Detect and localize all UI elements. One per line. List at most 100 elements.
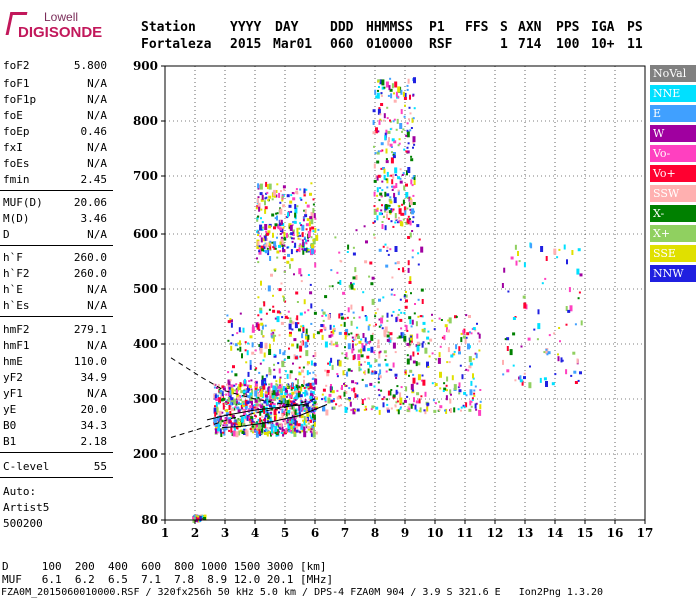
- echo-point: [416, 382, 419, 385]
- echo-point: [223, 429, 226, 432]
- echo-point: [259, 426, 262, 429]
- echo-point: [276, 310, 280, 314]
- echo-point: [307, 421, 310, 424]
- echo-point: [472, 327, 476, 331]
- echo-point: [284, 215, 287, 218]
- echo-point: [255, 367, 258, 370]
- echo-point: [257, 261, 260, 264]
- echo-point: [395, 128, 398, 131]
- echo-point: [225, 412, 229, 416]
- echo-point: [509, 349, 513, 356]
- param-h-F: h`F 260.0: [3, 251, 109, 264]
- echo-point: [273, 354, 277, 358]
- echo-point: [305, 223, 309, 227]
- echo-point: [263, 408, 266, 414]
- echo-point: [399, 406, 402, 409]
- echo-point: [280, 432, 283, 434]
- echo-point: [468, 408, 472, 412]
- echo-point: [303, 188, 306, 194]
- echo-point: [468, 331, 471, 334]
- echo-point: [385, 363, 388, 366]
- echo-point: [263, 352, 266, 358]
- echo-point: [239, 429, 242, 432]
- echo-point: [392, 310, 395, 313]
- header-value-iga: 10+: [591, 37, 615, 52]
- echo-point: [338, 313, 341, 319]
- echo-point: [301, 340, 304, 346]
- echo-point: [401, 203, 404, 206]
- echo-point: [298, 386, 301, 389]
- echo-point: [260, 419, 263, 422]
- echo-point: [264, 342, 268, 349]
- echo-point: [398, 142, 401, 145]
- echo-point: [381, 327, 384, 330]
- echo-point: [230, 422, 233, 428]
- echo-point: [335, 403, 338, 406]
- echo-point: [356, 382, 359, 385]
- echo-point: [272, 336, 275, 342]
- echo-point: [400, 386, 403, 389]
- echo-point: [294, 378, 297, 381]
- echo-point: [380, 317, 384, 324]
- echo-point: [289, 263, 291, 269]
- echo-point: [364, 405, 367, 408]
- echo-point: [392, 208, 395, 211]
- echo-point: [372, 325, 375, 328]
- divider: [0, 477, 113, 478]
- echo-point: [403, 335, 407, 342]
- echo-point: [465, 394, 468, 397]
- echo-point: [387, 253, 390, 256]
- echo-point: [227, 417, 230, 420]
- echo-point: [388, 368, 391, 371]
- echo-point: [378, 394, 381, 397]
- echo-point: [226, 383, 229, 386]
- echo-point: [519, 379, 523, 383]
- echo-point: [266, 247, 269, 250]
- echo-point: [384, 358, 387, 361]
- param-value: 279.1: [73, 323, 107, 336]
- param-M-D: M(D) 3.46: [3, 212, 109, 225]
- echo-point: [281, 413, 284, 419]
- param-h-F2: h`F2 260.0: [3, 267, 109, 280]
- echo-point: [333, 398, 335, 400]
- echo-point: [376, 187, 379, 193]
- echo-point: [326, 370, 330, 377]
- echo-point: [479, 400, 482, 403]
- echo-point: [276, 256, 279, 259]
- echo-point: [345, 384, 348, 387]
- echo-point: [330, 269, 333, 272]
- echo-point: [290, 419, 293, 425]
- echo-point: [427, 366, 430, 368]
- param-label: B1: [3, 435, 17, 448]
- echo-point: [224, 402, 227, 405]
- echo-point: [408, 316, 412, 320]
- header-label-ps: PS: [627, 20, 643, 35]
- param-h-E: h`E N/A: [3, 283, 109, 296]
- echo-point: [271, 422, 274, 425]
- echo-point: [310, 405, 313, 408]
- echo-point: [377, 363, 381, 367]
- echo-point: [286, 400, 290, 407]
- echo-point: [507, 290, 510, 293]
- echo-point: [268, 431, 271, 433]
- echo-point: [226, 427, 229, 430]
- echo-point: [396, 409, 399, 412]
- echo-point: [295, 429, 299, 433]
- echo-point: [278, 334, 281, 337]
- echo-point: [466, 332, 470, 336]
- echo-point: [340, 260, 343, 263]
- echo-point: [469, 400, 472, 406]
- echo-point: [269, 244, 272, 250]
- legend-item: X+: [650, 225, 696, 242]
- echo-point: [266, 427, 269, 432]
- echo-point: [336, 373, 339, 375]
- echo-point: [384, 135, 387, 141]
- echo-point: [405, 386, 408, 392]
- echo-point: [400, 213, 403, 216]
- echo-point: [450, 354, 454, 358]
- echo-point: [414, 404, 417, 410]
- echo-point: [388, 85, 391, 91]
- echo-point: [394, 221, 397, 224]
- echo-point: [556, 256, 559, 259]
- echo-point: [258, 371, 261, 374]
